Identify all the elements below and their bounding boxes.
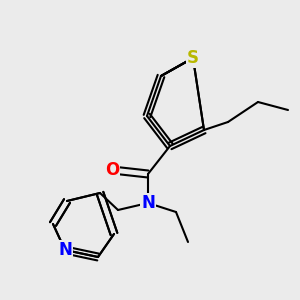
Text: S: S bbox=[187, 49, 199, 67]
Text: O: O bbox=[105, 161, 119, 179]
Text: N: N bbox=[141, 194, 155, 212]
Text: N: N bbox=[58, 241, 72, 259]
